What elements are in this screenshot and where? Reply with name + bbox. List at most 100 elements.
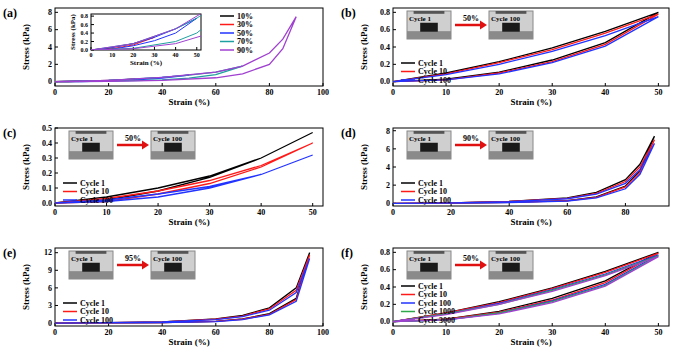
y-tick [91, 24, 94, 25]
x-tick [269, 323, 270, 326]
x-tick-label: 30 [548, 88, 556, 97]
series-line [55, 66, 243, 82]
x-tick [552, 323, 553, 326]
x-tick [215, 83, 216, 86]
photo-base [407, 151, 451, 159]
y-axis-label: Stress (kPa) [69, 13, 77, 50]
legend-label: Cycle 100 [80, 316, 113, 325]
x-tick-label: 60 [563, 208, 571, 217]
y-tick [393, 12, 396, 13]
plot-frame [55, 128, 323, 206]
x-tick [196, 47, 197, 50]
x-tick [323, 323, 324, 326]
y-tick [55, 188, 58, 189]
legend: Cycle 1Cycle 10Cycle 100 [401, 59, 451, 85]
photo-label: Cycle 100 [153, 135, 182, 143]
x-axis-label: Strain (%) [168, 337, 209, 347]
x-axis-label: Strain (%) [168, 217, 209, 227]
photo-label: Cycle 100 [491, 135, 520, 143]
y-tick [393, 269, 396, 270]
series-line [91, 14, 201, 50]
photo [151, 251, 195, 279]
x-tick [509, 203, 510, 206]
arrow-head [480, 141, 487, 150]
y-tick-label: 0.4 [380, 283, 390, 292]
legend-swatch [401, 191, 415, 193]
y-axis-label: Stress (kPa) [359, 24, 369, 70]
x-tick [393, 323, 394, 326]
y-tick [393, 252, 396, 253]
y-tick-label: 0.6 [81, 22, 89, 28]
y-tick-label: 0.2 [380, 60, 390, 69]
x-tick [162, 83, 163, 86]
y-tick-label: 0.1 [42, 184, 52, 193]
panel: 010203040500.00.20.40.60.8Strain (%)Stre… [341, 6, 669, 107]
y-tick-label: 8 [386, 127, 390, 136]
x-tick [658, 83, 659, 86]
figure: 02040608010002468Strain (%)Stress (kPa)(… [0, 0, 691, 361]
x-tick-label: 20 [447, 208, 455, 217]
photo-base [489, 271, 533, 279]
y-tick-label: 0.0 [42, 199, 52, 208]
arrow-head [142, 141, 149, 150]
x-tick-label: 40 [601, 328, 609, 337]
arrow-label: 95% [125, 254, 141, 263]
plot-frame [393, 128, 669, 206]
legend-swatch [220, 49, 234, 51]
x-tick-label: 0 [391, 208, 395, 217]
x-tick-label: 40 [257, 208, 265, 217]
x-tick-label: 10 [109, 52, 115, 58]
x-tick-label: 80 [621, 208, 629, 217]
y-tick-label: 2 [386, 181, 390, 190]
photo-sample [164, 263, 182, 272]
y-tick-label: 6 [386, 145, 390, 154]
x-tick-label: 40 [158, 328, 166, 337]
panel-label: (e) [3, 246, 16, 260]
x-tick-label: 100 [317, 328, 329, 337]
photo-plate [76, 251, 107, 254]
y-axis-label: Stress (kPa) [21, 24, 31, 70]
x-tick-label: 20 [130, 52, 136, 58]
x-tick-label: 0 [53, 328, 57, 337]
legend-label: Cycle 100 [80, 196, 113, 205]
x-tick-label: 30 [206, 208, 214, 217]
legend-swatch [401, 182, 415, 184]
photo-label: Cycle 1 [409, 15, 431, 23]
photo-base [489, 151, 533, 159]
photo [151, 131, 195, 159]
panel-label: (b) [341, 6, 356, 20]
photo-sample [164, 143, 182, 152]
legend: Cycle 1Cycle 10Cycle 100Cycle 1000Cycle … [401, 282, 455, 325]
y-tick-label: 0.0 [380, 77, 390, 86]
x-tick [209, 203, 210, 206]
panel: 010203040500.00.20.40.60.8Strain (%)Stre… [341, 246, 669, 347]
y-tick-label: 0.4 [380, 43, 390, 52]
photo-plate [496, 131, 527, 134]
y-tick-label: 2 [48, 60, 52, 69]
photo-base [489, 31, 533, 39]
y-tick [393, 287, 396, 288]
photo [489, 131, 533, 159]
y-tick [393, 130, 396, 131]
photo-sample [420, 23, 438, 32]
photo-sample [502, 143, 520, 152]
arrow-head [142, 261, 149, 270]
x-tick-label: 50 [654, 88, 662, 97]
panel: 020406080100036912Strain (%)Stress (kPa)… [3, 246, 329, 347]
y-tick [393, 148, 396, 149]
legend-swatch [63, 182, 77, 184]
y-tick [91, 16, 94, 17]
x-tick-label: 50 [654, 328, 662, 337]
plot-frame [393, 248, 669, 326]
series-group [91, 14, 201, 50]
legend-label: 90% [237, 46, 253, 55]
x-tick [323, 83, 324, 86]
photo-plate [496, 11, 527, 14]
y-tick [393, 304, 396, 305]
series-line [91, 14, 201, 50]
y-tick [393, 167, 396, 168]
y-tick [55, 287, 58, 288]
x-tick [175, 47, 176, 50]
y-tick [91, 41, 94, 42]
y-tick [55, 12, 58, 13]
